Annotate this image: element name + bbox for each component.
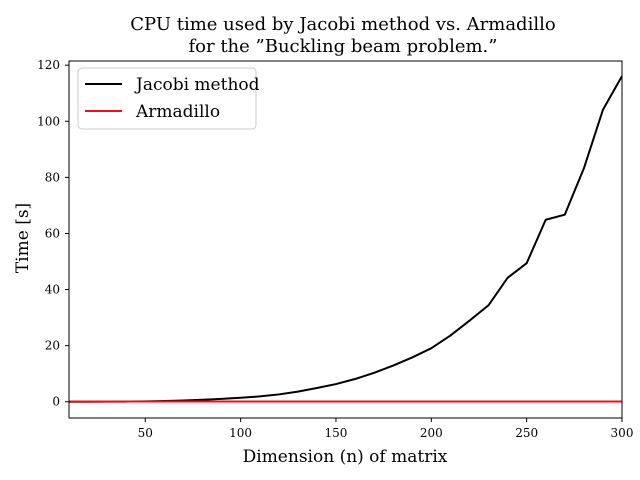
chart-title-line-1: CPU time used by Jacobi method vs. Armad…	[130, 14, 555, 35]
plot-area: 50 100 150 200 250 300 0 20 40 60 80 100 120	[37, 58, 633, 440]
x-tick-label: 50	[138, 426, 153, 440]
x-axis-label: Dimension (n) of matrix	[243, 447, 448, 467]
axes-frame	[68, 60, 623, 419]
chart-title-line-2: for the ”Buckling beam problem.”	[189, 36, 498, 57]
y-tick-label: 80	[45, 170, 60, 184]
x-tick-label: 100	[229, 426, 252, 440]
legend: Jacobi method Armadillo	[77, 67, 260, 130]
x-tick-label: 300	[611, 426, 634, 440]
y-tick-label: 100	[37, 114, 60, 128]
x-tick-label: 250	[515, 426, 538, 440]
y-tick-label: 60	[45, 226, 60, 240]
x-tick-label: 150	[325, 426, 348, 440]
y-axis-label: Time [s]	[13, 203, 33, 273]
y-tick-label: 0	[52, 395, 60, 409]
y-tick-label: 40	[45, 283, 60, 297]
x-tick-label: 200	[420, 426, 443, 440]
legend-frame	[77, 67, 257, 130]
y-tick-label: 20	[45, 339, 60, 353]
legend-label-armadillo: Armadillo	[135, 102, 220, 122]
y-tick-label: 120	[37, 58, 60, 72]
legend-label-jacobi: Jacobi method	[134, 75, 260, 95]
